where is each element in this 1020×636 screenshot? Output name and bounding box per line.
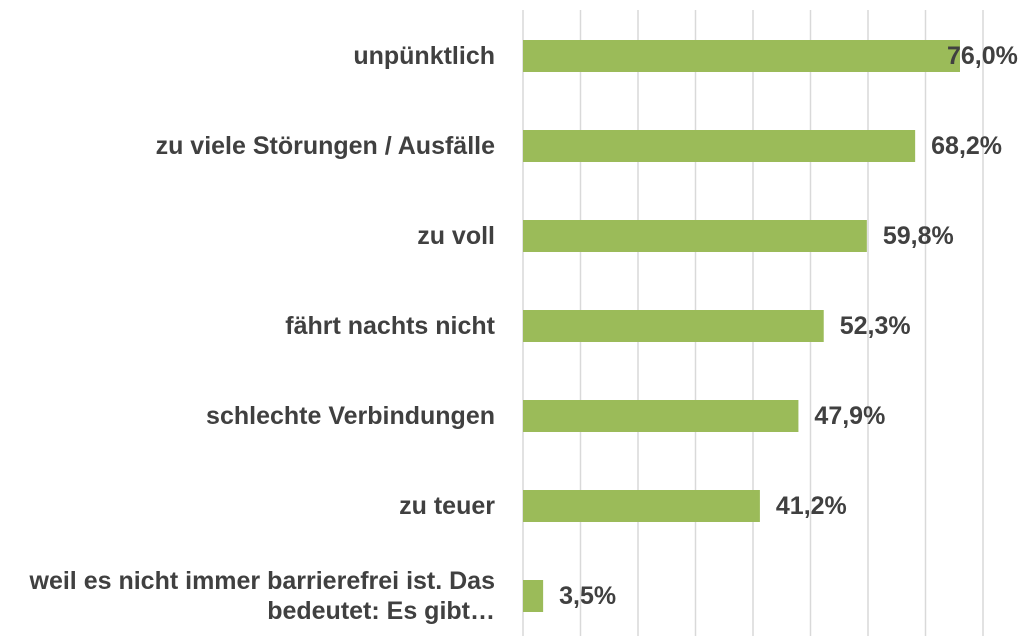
value-label: 3,5%	[559, 582, 617, 610]
value-label: 52,3%	[839, 312, 911, 340]
category-label: unpünktlich	[353, 42, 495, 70]
value-label: 68,2%	[931, 132, 1003, 160]
value-label: 76,0%	[947, 42, 1018, 70]
bar	[523, 40, 960, 72]
category-label: weil es nicht immer barrierefrei ist. Da…	[29, 567, 495, 625]
value-label: 41,2%	[775, 492, 847, 520]
category-label: schlechte Verbindungen	[206, 402, 495, 430]
value-label: 47,9%	[814, 402, 886, 430]
category-label: zu voll	[417, 222, 495, 250]
category-label: zu viele Störungen / Ausfälle	[155, 132, 495, 160]
value-label: 59,8%	[882, 222, 954, 250]
bar	[523, 580, 544, 612]
category-label: zu teuer	[399, 492, 495, 520]
bar	[523, 490, 760, 522]
bar	[523, 310, 824, 342]
bar	[523, 400, 799, 432]
bar	[523, 130, 916, 162]
category-label: fährt nachts nicht	[285, 312, 495, 340]
bar	[523, 220, 867, 252]
